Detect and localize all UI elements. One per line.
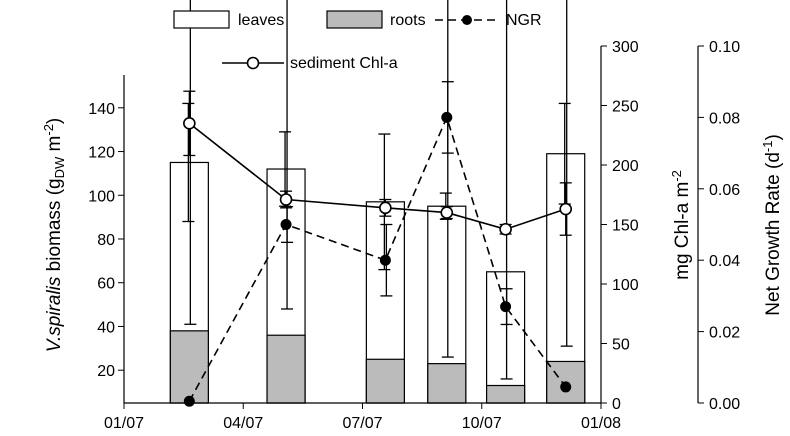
y-left-label-part: ) [44, 118, 65, 124]
y-mid-tick-label: 300 [612, 39, 639, 56]
x-tick-label: 01/08 [581, 415, 621, 432]
legend-ngr-marker [462, 15, 472, 25]
chl-a-point [183, 117, 196, 130]
chl-a-point [499, 222, 512, 236]
y-right-tick-label: 0.08 [709, 110, 740, 127]
legend-chl-marker [246, 56, 260, 70]
roots-bar [427, 363, 467, 404]
legend-leaves-label: leaves [238, 12, 284, 29]
y-mid-tick-label: 0 [612, 396, 621, 413]
chl-a-point [559, 202, 573, 216]
x-tick-label: 10/07 [462, 415, 502, 432]
x-tick-label: 04/07 [223, 415, 263, 432]
y-right-tick-label: 0.06 [709, 182, 740, 199]
y-right-tick-label: 0.10 [709, 39, 740, 56]
y-left-tick-label: 20 [97, 363, 115, 380]
y-mid-tick-label: 200 [612, 158, 639, 175]
x-tick-label: 01/07 [104, 415, 144, 432]
y-left-tick-label: 80 [97, 232, 115, 249]
roots-bar [486, 384, 526, 404]
ngr-line [188, 115, 567, 402]
y-right-tick-label: 0.00 [709, 396, 740, 413]
y-left-label-sub: DW [52, 156, 67, 178]
y-left-label-part: biomass (g [44, 178, 65, 276]
leaves-bar [486, 271, 526, 404]
y-mid-axis-label: mg Chl-a m-2 [669, 170, 693, 280]
chl-a-line [188, 122, 566, 231]
roots-bar [266, 334, 306, 404]
legend: leaves roots NGR sediment Chl-a [173, 10, 542, 72]
y-left-label-part: m [44, 136, 65, 157]
y-mid-label-sup: -2 [669, 170, 684, 182]
chl-a-point [440, 206, 454, 219]
y-right-tick-label: 0.02 [709, 325, 740, 342]
ngr-point [560, 381, 572, 393]
y-left-tick-label: 140 [88, 101, 115, 118]
y-mid-tick-label: 50 [612, 337, 630, 354]
legend-leaves-swatch [173, 10, 230, 29]
legend-roots-label: roots [390, 12, 426, 29]
ngr-point [183, 395, 195, 407]
ngr-point [441, 111, 453, 123]
y-right-label-sup: -1 [760, 141, 775, 153]
roots-bar [169, 330, 209, 404]
y-mid-tick-label: 100 [612, 277, 639, 294]
y-left-label-italic: V.spiralis [44, 276, 65, 352]
y-left-tick-label: 40 [97, 319, 115, 336]
x-tick-label: 07/07 [342, 415, 382, 432]
line-layer [183, 81, 573, 407]
y-right-label-part: Net Growth Rate (d [763, 152, 784, 316]
y-left-axis-label: V.spiralis biomass (gDW m-2) [41, 118, 67, 353]
y-mid-tick-label: 150 [612, 218, 639, 235]
y-mid-tick-label: 250 [612, 99, 639, 116]
y-right-tick-label: 0.04 [709, 253, 740, 270]
y-right-axis-label: Net Growth Rate (d-1) [760, 134, 784, 316]
ngr-point [500, 301, 512, 313]
y-left-tick-label: 60 [97, 276, 115, 293]
y-mid-label-part: mg Chl-a m [672, 182, 693, 280]
ngr-point [379, 254, 391, 266]
ngr-point [280, 219, 292, 230]
chl-a-point [379, 201, 392, 215]
legend-chl-label: sediment Chl-a [290, 55, 398, 72]
roots-bar [365, 358, 405, 404]
chl-a-point [279, 193, 293, 206]
y-left-tick-label: 100 [88, 188, 115, 205]
y-right-label-part: ) [763, 134, 784, 140]
legend-ngr-label: NGR [506, 12, 542, 29]
axes-layer: 20 40 60 80 100 120 140 V.spiralis biomass (gDW… [41, 39, 784, 432]
legend-roots-swatch [326, 10, 383, 29]
y-left-tick-label: 120 [88, 145, 115, 162]
y-left-label-sup: -2 [41, 124, 56, 136]
